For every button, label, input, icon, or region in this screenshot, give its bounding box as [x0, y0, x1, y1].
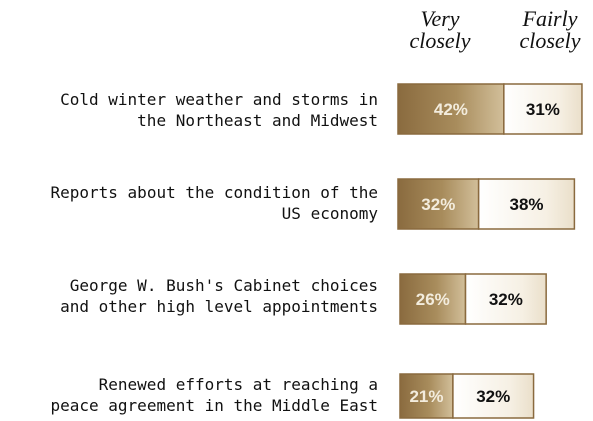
category-label-middle-east: Renewed efforts at reaching a peace agre…: [50, 375, 378, 415]
bar-fairly-closely-4: [452, 373, 535, 419]
bar-fairly-closely-2: [477, 178, 576, 230]
data-label-very-closely-4: 21%: [409, 387, 443, 406]
legend-very-closely: Very closely: [409, 6, 471, 53]
category-label-winter-weather: Cold winter weather and storms in the No…: [60, 90, 378, 130]
data-label-fairly-closely-2: 38%: [510, 195, 544, 214]
bar-very-closely-3: [399, 273, 467, 325]
category-label-cabinet: George W. Bush's Cabinet choices and oth…: [60, 276, 378, 316]
data-label-very-closely-1: 42%: [434, 100, 468, 119]
bar-very-closely-1: [397, 83, 505, 135]
data-label-very-closely-3: 26%: [416, 290, 450, 309]
data-label-fairly-closely-4: 32%: [476, 387, 510, 406]
legend-fairly-closely: Fairly closely: [519, 6, 581, 53]
category-label-economy: Reports about the condition of the US ec…: [50, 183, 378, 223]
bar-fairly-closely-3: [464, 273, 547, 325]
data-label-fairly-closely-3: 32%: [489, 290, 523, 309]
bar-fairly-closely-1: [503, 83, 583, 135]
bar-very-closely-2: [397, 178, 480, 230]
bar-very-closely-4: [399, 373, 454, 419]
data-label-fairly-closely-1: 31%: [526, 100, 560, 119]
data-label-very-closely-2: 32%: [421, 195, 455, 214]
